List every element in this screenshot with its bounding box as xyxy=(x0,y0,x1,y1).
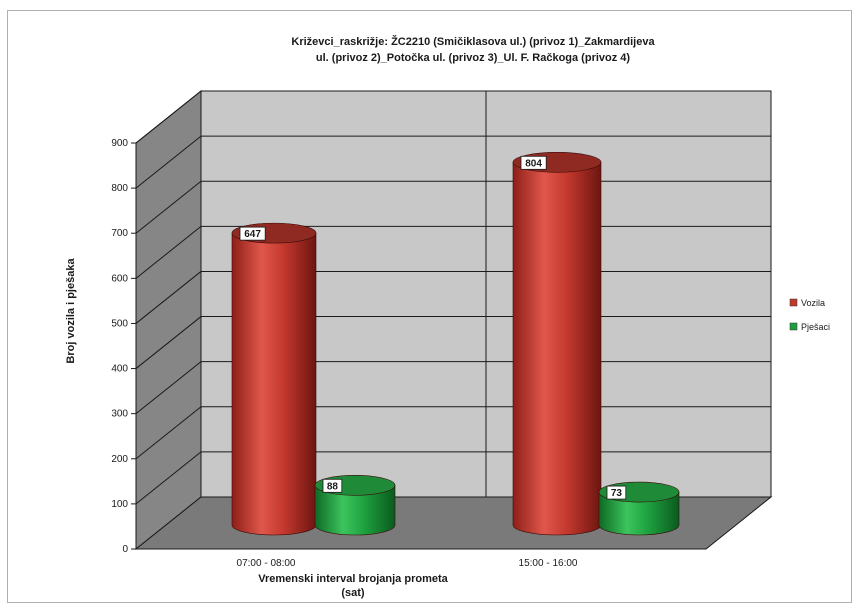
gridline-side xyxy=(135,225,202,279)
bar-pjesaci-body xyxy=(598,491,680,536)
chart-title-line-1: Križevci_raskrižje: ŽC2210 (Smičiklasova… xyxy=(291,35,655,48)
bar-vozila-body xyxy=(512,162,602,536)
x-axis-label-line-1: Vremenski interval brojanja prometa xyxy=(258,573,448,585)
legend-label-vozila: Vozila xyxy=(801,298,825,308)
y-tick-label: 500 xyxy=(111,318,128,329)
legend-label-pjesaci: Pješaci xyxy=(801,322,830,332)
legend-swatch-vozila xyxy=(789,298,798,307)
gridline-side xyxy=(135,90,202,144)
x-axis-label-line-2: (sat) xyxy=(341,587,365,599)
bar-pjesaci-1: 88 xyxy=(314,475,396,536)
y-tick-label: 400 xyxy=(111,364,128,375)
data-label: 73 xyxy=(611,488,623,499)
legend-swatch-pjesaci xyxy=(789,322,798,331)
gridline-side xyxy=(135,451,202,505)
gridline-side xyxy=(135,316,202,369)
y-tick-label: 600 xyxy=(111,273,128,284)
data-label: 804 xyxy=(525,158,542,169)
y-axis-label: Broj vozila i pješaka xyxy=(65,258,77,364)
chart-title-line-2: ul. (privoz 2)_Potočka ul. (privoz 3)_Ul… xyxy=(316,52,631,64)
legend: Vozila Pješaci xyxy=(789,298,830,332)
data-label-box xyxy=(520,155,547,170)
gridline-side xyxy=(135,406,202,460)
bar-vozila-body xyxy=(231,232,317,536)
data-label-box xyxy=(239,226,266,241)
y-tick-label: 800 xyxy=(111,183,128,194)
data-label: 647 xyxy=(244,229,261,240)
gridline-side xyxy=(135,271,202,324)
y-tick-label: 300 xyxy=(111,409,128,420)
chart-frame: 0 100 200 300 400 500 600 700 800 900 647 88 804 73 … xyxy=(7,10,852,603)
data-label-box xyxy=(606,485,627,500)
gridline-side xyxy=(135,135,202,189)
y-tick-label: 0 xyxy=(122,544,128,555)
gridline-side xyxy=(135,361,202,415)
side-wall xyxy=(135,89,202,551)
bar-pjesaci-body xyxy=(314,485,396,536)
bar-vozila-2: 804 xyxy=(512,152,602,536)
y-tick-label: 700 xyxy=(111,228,128,239)
data-label-box xyxy=(322,478,343,493)
bars: 647 88 804 73 xyxy=(231,152,680,536)
bar-pjesaci-2: 73 xyxy=(598,481,680,536)
gridline-side xyxy=(135,180,202,234)
x-tick-label-2: 15:00 - 16:00 xyxy=(519,558,578,569)
data-label: 88 xyxy=(327,481,339,492)
y-tick-label: 900 xyxy=(111,138,128,149)
x-tick-label-1: 07:00 - 08:00 xyxy=(237,558,296,569)
y-tick-label: 200 xyxy=(111,454,128,465)
y-tick-label: 100 xyxy=(111,499,128,510)
bar-vozila-1: 647 xyxy=(231,222,317,536)
